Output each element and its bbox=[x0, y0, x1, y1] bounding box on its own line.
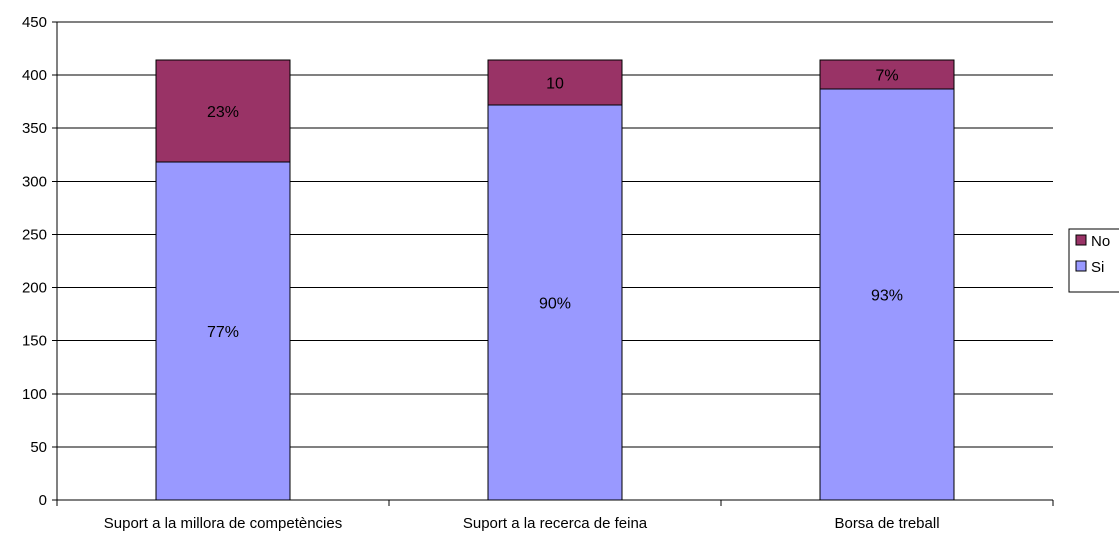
bars bbox=[155, 59, 955, 501]
y-axis-ticks: 0 50 100 150 200 250 300 350 400 450 bbox=[22, 14, 57, 509]
axes bbox=[56, 22, 1053, 501]
y-tick-label: 350 bbox=[22, 120, 47, 137]
legend-swatch-no bbox=[1075, 234, 1087, 246]
bar-segment-no bbox=[487, 59, 623, 106]
y-tick-label: 100 bbox=[22, 386, 47, 403]
y-tick-label: 300 bbox=[22, 173, 47, 190]
x-tick-label: Suport a la millora de competències bbox=[104, 515, 342, 532]
x-axis-ticks: Suport a la millora de competències Supor… bbox=[56, 500, 1054, 532]
y-tick-label: 150 bbox=[22, 333, 47, 350]
legend: No Si bbox=[1068, 228, 1119, 293]
data-label: 7% bbox=[875, 68, 898, 85]
bar-segment-no bbox=[819, 59, 955, 90]
y-tick-label: 50 bbox=[30, 439, 47, 456]
y-tick-label: 450 bbox=[22, 14, 47, 31]
legend-label-si: Si bbox=[1091, 259, 1104, 276]
bar-segment-no bbox=[155, 59, 291, 163]
y-tick-label: 0 bbox=[39, 492, 47, 509]
x-tick-label: Borsa de treball bbox=[834, 515, 939, 532]
data-label: 23% bbox=[207, 104, 239, 121]
data-label: 90% bbox=[539, 295, 571, 312]
data-label: 10 bbox=[546, 76, 564, 93]
bar-segment-si bbox=[155, 161, 291, 501]
legend-label-no: No bbox=[1091, 233, 1110, 250]
y-tick-label: 250 bbox=[22, 226, 47, 243]
data-labels: 77% 23% 90% 10 93% 7% bbox=[207, 68, 903, 342]
y-tick-label: 400 bbox=[22, 67, 47, 84]
y-tick-label: 200 bbox=[22, 280, 47, 297]
x-tick-label: Suport a la recerca de feina bbox=[463, 515, 648, 532]
legend-swatch-si bbox=[1075, 260, 1087, 272]
data-label: 93% bbox=[871, 287, 903, 304]
data-label: 77% bbox=[207, 324, 239, 341]
